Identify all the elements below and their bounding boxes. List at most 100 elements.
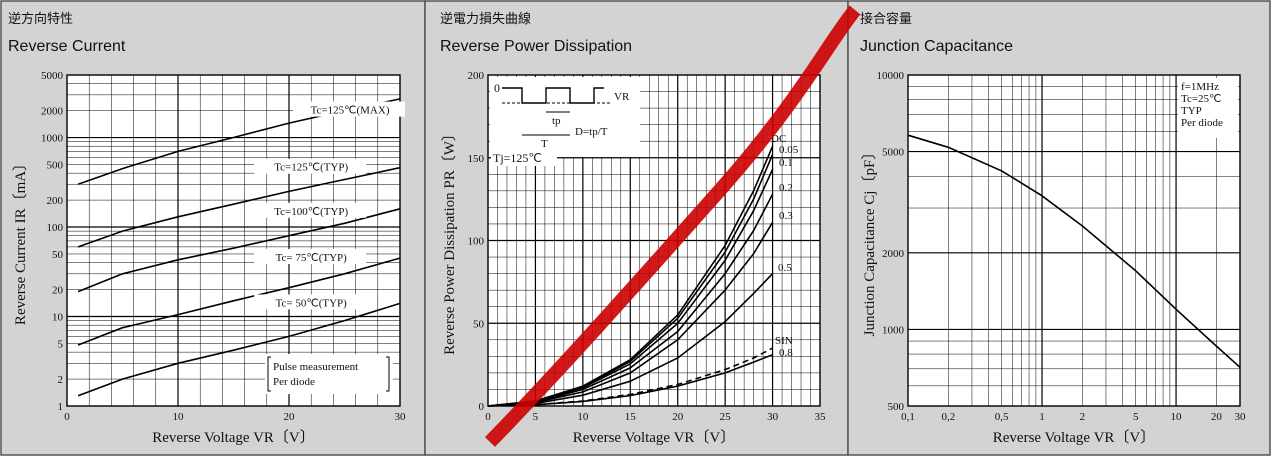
panel2-title-jp: 逆電力損失曲線 xyxy=(440,11,531,27)
x-tick-label: 0 xyxy=(485,411,491,423)
y-tick-label: 200 xyxy=(468,70,485,82)
series-label: Tc=100℃(TYP) xyxy=(274,206,348,218)
note-bracket-right xyxy=(386,356,390,392)
inset-box xyxy=(490,77,640,157)
y-tick-label: 150 xyxy=(468,153,485,165)
y-tick-label: 10 xyxy=(52,312,64,324)
note-line: Per diode xyxy=(1181,117,1223,129)
note-line: TYP xyxy=(1181,105,1202,117)
series-label: DC xyxy=(771,133,786,145)
note-box xyxy=(1178,78,1238,138)
series-label: Tc= 50℃(TYP) xyxy=(276,297,348,309)
series-label-bg xyxy=(254,249,367,265)
series-line xyxy=(487,193,774,407)
x-tick-label: 30 xyxy=(395,411,407,423)
x-tick-label: 20 xyxy=(284,411,296,423)
x-tick-label: 5 xyxy=(1133,411,1139,423)
y-tick-label: 5000 xyxy=(882,147,905,159)
panel3-title: Junction Capacitance xyxy=(860,38,1013,55)
y-tick-label: 500 xyxy=(47,159,64,171)
y-tick-label: 2 xyxy=(58,374,64,386)
y-tick-label: 5 xyxy=(58,338,64,350)
y-tick-label: 50 xyxy=(473,318,485,330)
x-tick-label: 10 xyxy=(577,411,589,423)
series-label: SIN xyxy=(775,335,793,347)
junction-capacitance-plot: 0,1 0,2 0,5 1 2 5 10 20 30 500 1000 2000 5000 10000 Re… xyxy=(861,70,1246,446)
series-line xyxy=(487,273,774,407)
x-axis-title: Reverse Voltage VR〔V〕 xyxy=(573,429,736,446)
x-tick-label: 1 xyxy=(1039,411,1045,423)
series-label: Tc=125℃(MAX) xyxy=(311,105,390,117)
series-line xyxy=(77,208,401,293)
x-tick-label: 30 xyxy=(1235,411,1247,423)
series-line xyxy=(487,221,774,407)
inset-tp-label: tp xyxy=(552,115,561,127)
note-line: f=1MHz xyxy=(1181,81,1219,93)
pulse-waveform xyxy=(502,87,604,104)
note-bracket-left xyxy=(267,356,271,392)
x-tick-label: 15 xyxy=(625,411,637,423)
x-tick-label: 2 xyxy=(1080,411,1086,423)
y-tick-label: 100 xyxy=(47,222,64,234)
panel1-title-jp: 逆方向特性 xyxy=(8,11,73,27)
reverse-current-plot: 0 10 20 30 1 2 5 10 20 50 100 200 500 1000 2000 5000 Rev… xyxy=(12,70,406,446)
panel2-title: Reverse Power Dissipation xyxy=(440,38,632,55)
series-label: 0.3 xyxy=(779,210,793,222)
panel3-title-jp: 接合容量 xyxy=(860,11,912,27)
x-tick-label: 35 xyxy=(815,411,827,423)
series-label-bg xyxy=(293,101,406,117)
inset-zero-label: 0 xyxy=(494,81,500,95)
y-axis-title: Reverse Power Dissipation PR〔W〕 xyxy=(441,126,458,355)
y-tick-label: 5000 xyxy=(41,70,64,82)
y-tick-label: 0 xyxy=(479,401,485,413)
inset-vr-label: VR xyxy=(614,91,630,103)
series-line xyxy=(77,302,401,397)
watermark xyxy=(484,5,861,447)
series-label-bg xyxy=(254,202,367,218)
series-label-bg xyxy=(254,294,367,310)
x-tick-label: 0,2 xyxy=(941,411,955,423)
x-tick-label: 0 xyxy=(64,411,70,423)
note-line: Per diode xyxy=(273,376,315,388)
x-tick-label: 10 xyxy=(173,411,185,423)
y-axis-title: Junction Capacitance Cj〔pF〕 xyxy=(861,145,878,337)
x-axis-title: Reverse Voltage VR〔V〕 xyxy=(993,429,1156,446)
series-line xyxy=(487,353,773,407)
y-tick-label: 1 xyxy=(58,401,64,413)
x-tick-label: 0,1 xyxy=(901,411,915,423)
series-label-bg xyxy=(254,158,367,174)
y-tick-label: 1000 xyxy=(41,133,64,145)
y-axis-title: Reverse Current IR〔mA〕 xyxy=(12,156,29,325)
y-tick-label: 200 xyxy=(47,195,64,207)
x-tick-label: 0,5 xyxy=(995,411,1009,423)
x-tick-label: 5 xyxy=(533,411,539,423)
series-label: 0.8 xyxy=(779,347,793,359)
note-line: Pulse measurement xyxy=(273,361,358,373)
y-tick-label: 2000 xyxy=(41,106,64,118)
note-box xyxy=(265,354,393,394)
y-tick-label: 100 xyxy=(468,236,485,248)
y-tick-label: 1000 xyxy=(882,324,905,336)
series-label: Tc= 75℃(TYP) xyxy=(276,252,348,264)
x-axis-title: Reverse Voltage VR〔V〕 xyxy=(152,429,315,446)
series-line xyxy=(77,257,401,346)
x-tick-label: 20 xyxy=(1211,411,1223,423)
series-line xyxy=(77,166,401,248)
series-label: 0.1 xyxy=(779,157,793,169)
inset-t-label: T xyxy=(541,138,548,150)
y-tick-label: 20 xyxy=(52,285,64,297)
x-tick-label: 25 xyxy=(720,411,732,423)
x-tick-label: 20 xyxy=(672,411,684,423)
condition-label: Tj=125℃ xyxy=(493,151,542,165)
series-label: 0.05 xyxy=(779,144,799,156)
y-tick-label: 10000 xyxy=(877,70,905,82)
panel1-title: Reverse Current xyxy=(8,38,126,55)
note-line: Tc=25℃ xyxy=(1181,93,1221,105)
series-label: Tc=125℃(TYP) xyxy=(274,162,348,174)
x-tick-label: 10 xyxy=(1171,411,1183,423)
condition-bg xyxy=(491,150,557,166)
series-line xyxy=(907,134,1241,368)
y-tick-label: 500 xyxy=(888,401,905,413)
y-tick-label: 50 xyxy=(52,249,64,261)
